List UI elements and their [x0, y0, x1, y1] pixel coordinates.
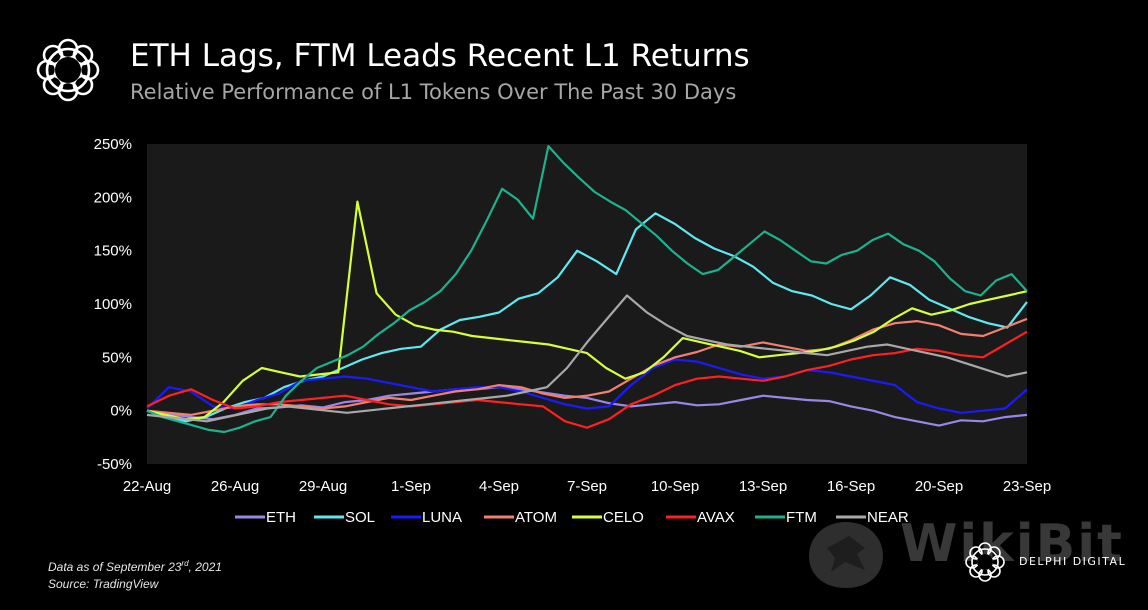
- series-line-avax: [146, 330, 1028, 429]
- data-date-note: Data as of September 23: [48, 560, 182, 574]
- date-suffix: rd: [181, 559, 189, 568]
- y-tick-label: 150%: [94, 243, 132, 260]
- y-tick-label: -50%: [97, 456, 132, 473]
- x-tick-label: 26-Aug: [211, 478, 259, 495]
- series-line-near: [146, 294, 1028, 423]
- delphi-digital-logo-icon: [965, 542, 1005, 582]
- legend-label-luna: LUNA: [422, 509, 462, 526]
- x-axis: 22-Aug 26-Aug 29-Aug 1-Sep 4-Sep 7-Sep 10-Sep 1…: [123, 478, 1051, 495]
- legend-label-eth: ETH: [266, 509, 296, 526]
- x-tick-label: 4-Sep: [479, 478, 519, 495]
- y-tick-label: 250%: [94, 136, 132, 153]
- x-tick-label: 22-Aug: [123, 478, 171, 495]
- legend-label-avax: AVAX: [697, 509, 735, 526]
- y-axis: 250% 200% 150% 100% 50% 0% -50%: [94, 136, 132, 473]
- y-tick-label: 100%: [94, 296, 132, 313]
- watermark-text: WikiBit: [900, 514, 1124, 574]
- legend-label-atom: ATOM: [515, 509, 557, 526]
- footnote: Data as of September 23rd, 2021 Source: …: [48, 555, 222, 593]
- legend-label-ftm: FTM: [786, 509, 817, 526]
- plot-area: [147, 144, 1027, 464]
- chart-title: ETH Lags, FTM Leads Recent L1 Returns: [130, 38, 750, 74]
- x-tick-label: 16-Sep: [827, 478, 875, 495]
- x-tick-label: 10-Sep: [651, 478, 699, 495]
- legend: ETH SOL LUNA ATOM CELO AVAX FTM NEAR: [235, 509, 909, 526]
- legend-label-sol: SOL: [345, 509, 375, 526]
- y-tick-label: 200%: [94, 189, 132, 206]
- source-note: Source: TradingView: [48, 577, 159, 591]
- x-tick-label: 13-Sep: [739, 478, 787, 495]
- series-lines: [146, 145, 1028, 434]
- series-line-luna: [146, 358, 1028, 414]
- brand-name: DELPHI DIGITAL: [1019, 555, 1127, 568]
- x-tick-label: 20-Sep: [915, 478, 963, 495]
- wikibit-watermark-icon: [809, 522, 883, 588]
- series-line-ftm: [146, 145, 1028, 434]
- series-line-celo: [146, 200, 1028, 421]
- x-tick-label: 29-Aug: [299, 478, 347, 495]
- legend-label-celo: CELO: [603, 509, 644, 526]
- y-tick-label: 50%: [102, 349, 132, 366]
- chart-subtitle: Relative Performance of L1 Tokens Over T…: [130, 80, 737, 104]
- y-tick-label: 0%: [110, 403, 132, 420]
- legend-label-near: NEAR: [867, 509, 909, 526]
- delphi-logo-icon: [36, 38, 100, 102]
- x-tick-label: 7-Sep: [567, 478, 607, 495]
- x-tick-label: 23-Sep: [1003, 478, 1051, 495]
- x-tick-label: 1-Sep: [391, 478, 431, 495]
- data-date-year: , 2021: [188, 560, 222, 574]
